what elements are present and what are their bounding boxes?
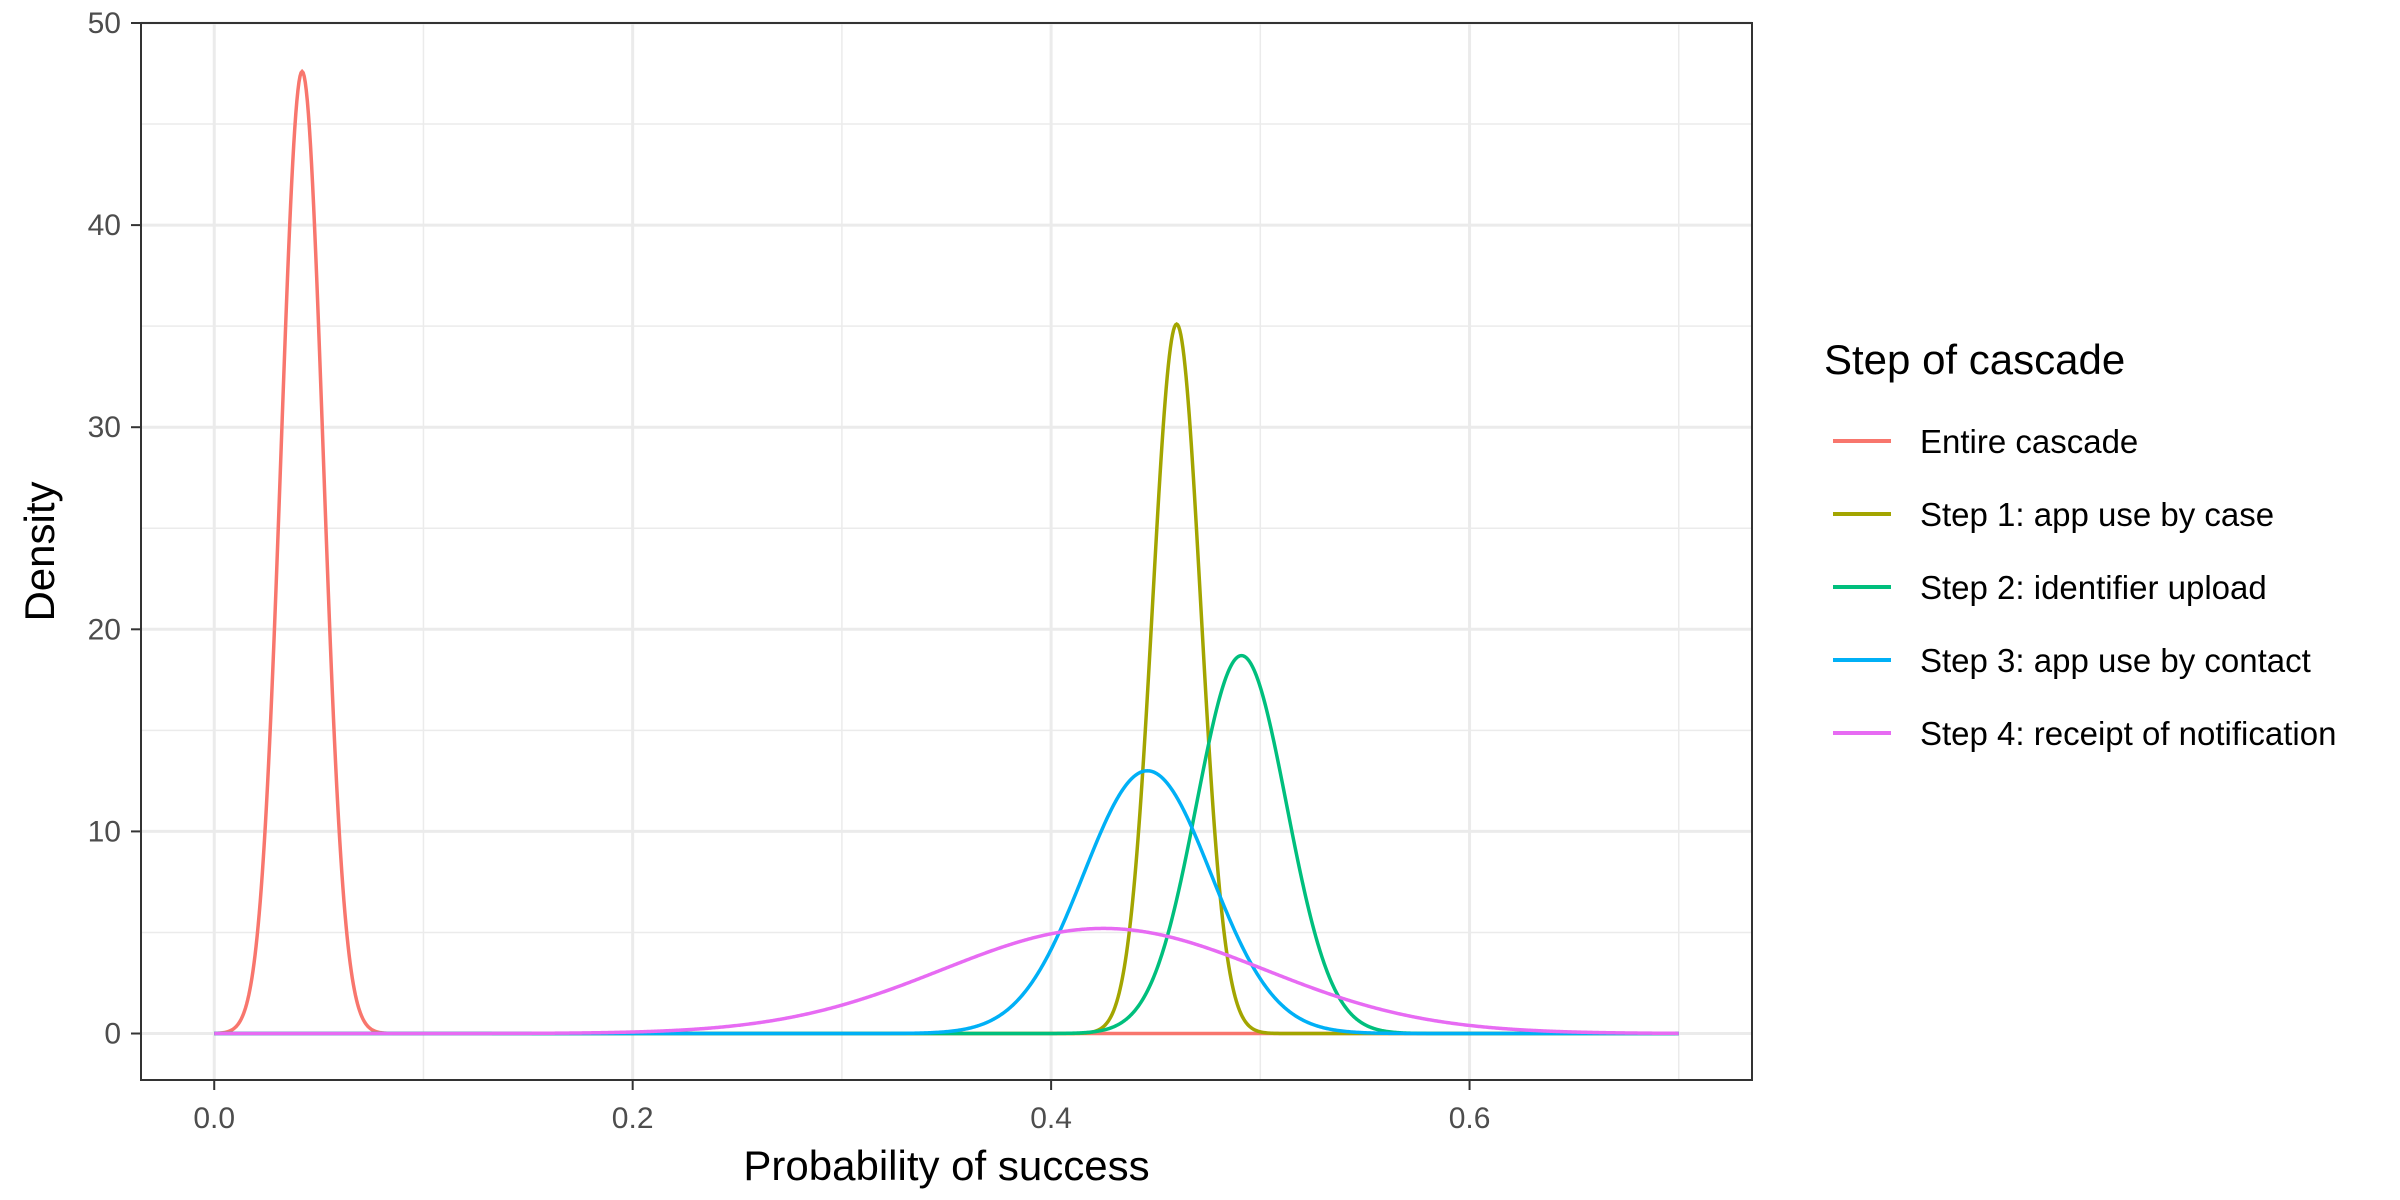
y-tick-label: 30 — [88, 411, 121, 444]
legend-label: Step 2: identifier upload — [1920, 569, 2267, 606]
series-lines — [214, 68, 1679, 1036]
x-tick-label: 0.4 — [1030, 1102, 1072, 1135]
x-axis-title: Probability of success — [743, 1142, 1149, 1189]
legend-label: Step 1: app use by case — [1920, 496, 2274, 533]
y-tick-label: 40 — [88, 209, 121, 242]
legend: Step of cascade Entire cascade Step 1: ap… — [1824, 336, 2336, 752]
legend-title: Step of cascade — [1824, 336, 2125, 383]
y-tick-label: 10 — [88, 815, 121, 848]
legend-label: Step 4: receipt of notification — [1920, 715, 2336, 752]
x-tick-label: 0.6 — [1449, 1102, 1491, 1135]
legend-entries: Entire cascade Step 1: app use by case Ste… — [1833, 423, 2336, 752]
tick-labels: 0.0 0.2 0.4 0.6 0 10 20 30 40 50 — [88, 7, 1491, 1135]
series-line-5 — [214, 926, 1679, 1036]
x-tick-label: 0.2 — [612, 1102, 654, 1135]
legend-label: Entire cascade — [1920, 423, 2138, 460]
y-tick-label: 0 — [104, 1018, 121, 1051]
legend-label: Step 3: app use by contact — [1920, 642, 2311, 679]
panel-border — [140, 22, 1753, 1081]
y-axis-title: Density — [16, 481, 63, 621]
grid-minor — [141, 23, 1752, 1080]
axis-ticks — [131, 22, 1471, 1090]
y-tick-label: 20 — [88, 613, 121, 646]
y-tick-label: 50 — [88, 7, 121, 40]
x-tick-label: 0.0 — [193, 1102, 235, 1135]
